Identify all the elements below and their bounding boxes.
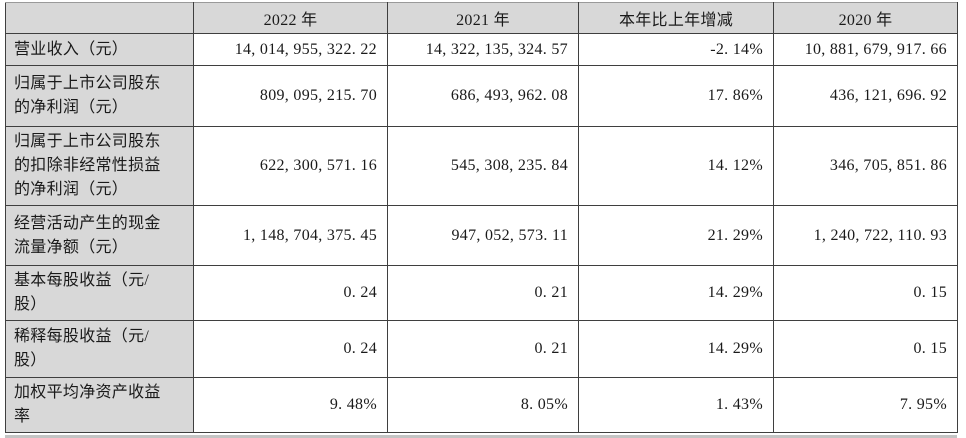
- table-cell: 8. 05%: [387, 377, 579, 433]
- column-header-2020: 2020 年: [773, 2, 958, 34]
- row-operating-revenue: 营业收入（元） 14, 014, 955, 322. 22 14, 322, 1…: [5, 33, 958, 66]
- column-header-2021: 2021 年: [387, 2, 579, 34]
- row-label: 归属于上市公司股东的净利润（元）: [5, 65, 194, 127]
- table-cell: 10, 881, 679, 917. 66: [773, 33, 958, 66]
- table-cell: 1, 240, 722, 110. 93: [773, 205, 958, 266]
- table-cell: 346, 705, 851. 86: [773, 126, 958, 206]
- row-label: 基本每股收益（元/股）: [5, 265, 194, 321]
- table-cell: 686, 493, 962. 08: [387, 65, 579, 127]
- row-label: 加权平均净资产收益率: [5, 377, 194, 433]
- financial-highlights-table: 2022 年 2021 年 本年比上年增减 2020 年 营业收入（元） 14,…: [5, 2, 958, 433]
- column-header-2022: 2022 年: [193, 2, 388, 34]
- table-cell: 0. 15: [773, 265, 958, 321]
- table-cell: 1, 148, 704, 375. 45: [193, 205, 388, 266]
- row-label: 稀释每股收益（元/股）: [5, 320, 194, 378]
- table-cell: 0. 15: [773, 320, 958, 378]
- table-cell: 436, 121, 696. 92: [773, 65, 958, 127]
- table-cell: 14. 29%: [578, 265, 774, 321]
- table-cell: 9. 48%: [193, 377, 388, 433]
- row-basic-eps: 基本每股收益（元/股） 0. 24 0. 21 14. 29% 0. 15: [5, 265, 958, 321]
- table-cell: 0. 24: [193, 265, 388, 321]
- table-cell: 17. 86%: [578, 65, 774, 127]
- table-cell: 14, 014, 955, 322. 22: [193, 33, 388, 66]
- table-cell: 14. 29%: [578, 320, 774, 378]
- table-cell: 622, 300, 571. 16: [193, 126, 388, 206]
- header-row: 2022 年 2021 年 本年比上年增减 2020 年: [5, 2, 958, 34]
- row-label: 营业收入（元）: [5, 33, 194, 66]
- row-net-profit-excl-nonrecurring: 归属于上市公司股东的扣除非经常性损益的净利润（元） 622, 300, 571.…: [5, 126, 958, 206]
- row-diluted-eps: 稀释每股收益（元/股） 0. 24 0. 21 14. 29% 0. 15: [5, 320, 958, 378]
- table-cell: 0. 21: [387, 320, 579, 378]
- row-net-profit-attributable: 归属于上市公司股东的净利润（元） 809, 095, 215. 70 686, …: [5, 65, 958, 127]
- row-label: 归属于上市公司股东的扣除非经常性损益的净利润（元）: [5, 126, 194, 206]
- row-label: 经营活动产生的现金流量净额（元）: [5, 205, 194, 266]
- column-header-blank: [5, 2, 194, 34]
- table-cell: 14. 12%: [578, 126, 774, 206]
- table-cell: 947, 052, 573. 11: [387, 205, 579, 266]
- table-cell: 809, 095, 215. 70: [193, 65, 388, 127]
- row-weighted-avg-roe: 加权平均净资产收益率 9. 48% 8. 05% 1. 43% 7. 95%: [5, 377, 958, 433]
- table-cell: 1. 43%: [578, 377, 774, 433]
- column-header-yoy-change: 本年比上年增减: [578, 2, 774, 34]
- table-cell: 21. 29%: [578, 205, 774, 266]
- table-cell: 545, 308, 235. 84: [387, 126, 579, 206]
- table-cell: 0. 21: [387, 265, 579, 321]
- financial-highlights-table-container: 2022 年 2021 年 本年比上年增减 2020 年 营业收入（元） 14,…: [5, 2, 958, 438]
- table-cell: -2. 14%: [578, 33, 774, 66]
- table-cell: 7. 95%: [773, 377, 958, 433]
- table-cell: 14, 322, 135, 324. 57: [387, 33, 579, 66]
- row-operating-cash-flow: 经营活动产生的现金流量净额（元） 1, 148, 704, 375. 45 94…: [5, 205, 958, 266]
- table-cell: 0. 24: [193, 320, 388, 378]
